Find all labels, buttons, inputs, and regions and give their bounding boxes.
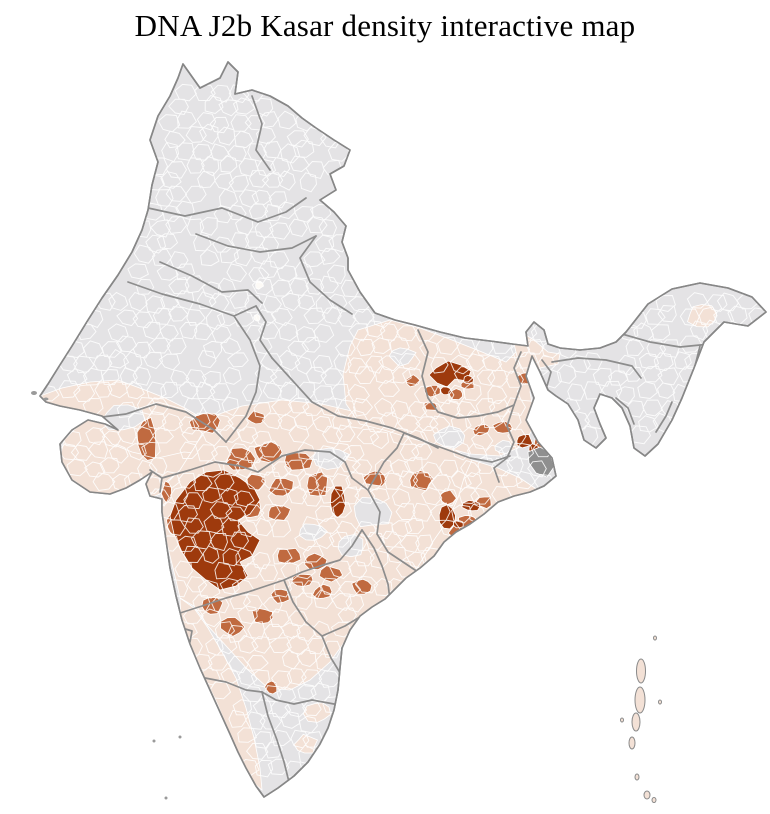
north-mp-mid-district[interactable] bbox=[246, 410, 266, 425]
nicobar-2[interactable] bbox=[643, 790, 651, 800]
telangana-mid-1[interactable] bbox=[276, 547, 302, 564]
state-border-line bbox=[513, 351, 522, 406]
odisha-mid-4[interactable] bbox=[476, 496, 492, 510]
andaman-south[interactable] bbox=[631, 712, 641, 732]
state-borders bbox=[59, 95, 758, 783]
state-border-line bbox=[551, 357, 642, 379]
nicobar-1[interactable] bbox=[634, 773, 640, 781]
state-border-line bbox=[251, 95, 271, 171]
state-border-line bbox=[417, 329, 515, 419]
islet-2[interactable] bbox=[658, 699, 662, 705]
state-border-line bbox=[159, 261, 263, 304]
bengal-mid-3[interactable] bbox=[528, 411, 543, 430]
andaman-middle[interactable] bbox=[634, 686, 646, 714]
map-title: DNA J2b Kasar density interactive map bbox=[134, 8, 636, 43]
india-coastline bbox=[39, 61, 767, 798]
tamilnadu-low-3[interactable] bbox=[326, 748, 346, 764]
telangana-mid-5[interactable] bbox=[312, 583, 333, 600]
andaman-north[interactable] bbox=[636, 658, 646, 684]
state-border-line bbox=[127, 281, 257, 317]
nicobar-3[interactable] bbox=[651, 797, 657, 803]
state-border-line bbox=[261, 691, 290, 783]
south-chhattisgarh-gray-patch[interactable] bbox=[353, 496, 393, 528]
tamilnadu-low-4[interactable] bbox=[344, 714, 362, 730]
state-border-line bbox=[367, 432, 511, 491]
gujarat-mid-district[interactable] bbox=[136, 416, 157, 461]
state-border-line bbox=[204, 677, 263, 693]
state-border-line bbox=[340, 707, 359, 718]
island-group bbox=[31, 391, 662, 803]
islet-speck bbox=[164, 796, 168, 800]
district-mesh bbox=[40, 82, 766, 780]
state-border-line bbox=[255, 305, 273, 359]
islet-speck bbox=[178, 735, 182, 739]
state-border-line bbox=[195, 233, 317, 253]
state-border-line bbox=[361, 529, 391, 601]
state-border-line bbox=[225, 315, 261, 443]
state-border-line bbox=[147, 197, 307, 223]
islet-speck bbox=[31, 391, 37, 395]
islet-1[interactable] bbox=[653, 635, 657, 641]
islet-speck bbox=[152, 739, 156, 743]
state-border-line bbox=[655, 401, 673, 433]
islet-speck bbox=[43, 397, 49, 401]
state-border-line bbox=[161, 449, 369, 491]
bangalore-mid-district[interactable] bbox=[263, 680, 278, 695]
state-border-line bbox=[615, 397, 635, 425]
andaman-little[interactable] bbox=[628, 736, 636, 750]
state-border-line bbox=[541, 359, 552, 387]
state-border-line bbox=[299, 235, 353, 315]
islet-3[interactable] bbox=[620, 717, 624, 723]
state-border-line bbox=[493, 404, 515, 483]
